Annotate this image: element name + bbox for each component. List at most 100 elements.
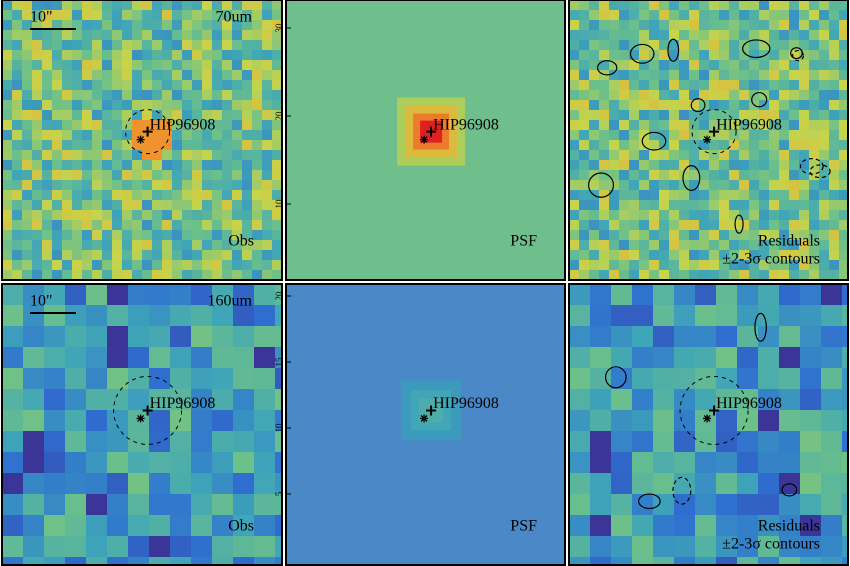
pixel bbox=[212, 240, 223, 251]
pixel bbox=[821, 515, 843, 537]
pixel bbox=[65, 452, 87, 474]
pixel bbox=[212, 326, 234, 348]
pixel bbox=[679, 70, 690, 81]
pixel bbox=[122, 110, 133, 121]
pixel bbox=[262, 20, 273, 31]
pixel bbox=[619, 70, 630, 81]
pixel bbox=[749, 130, 760, 141]
pixel bbox=[799, 130, 810, 141]
pixel bbox=[23, 473, 45, 495]
pixel bbox=[112, 40, 123, 51]
pixel bbox=[44, 368, 66, 390]
pixel bbox=[62, 250, 73, 261]
pixel bbox=[62, 240, 73, 251]
pixel bbox=[212, 140, 223, 151]
pixel bbox=[32, 210, 43, 221]
pixel bbox=[2, 473, 24, 495]
pixel bbox=[729, 240, 740, 251]
pixel bbox=[102, 170, 113, 181]
beam-circle bbox=[113, 375, 183, 445]
pixel bbox=[72, 10, 83, 21]
pixel bbox=[589, 30, 600, 41]
pixel bbox=[132, 270, 143, 280]
pixel bbox=[252, 250, 263, 261]
pixel bbox=[619, 40, 630, 51]
pixel bbox=[679, 90, 690, 101]
pixel bbox=[729, 250, 740, 261]
pixel bbox=[632, 494, 654, 516]
pixel bbox=[128, 305, 150, 327]
pixel bbox=[112, 90, 123, 101]
pixel bbox=[65, 431, 87, 453]
pixel bbox=[579, 60, 590, 71]
pixel bbox=[809, 240, 820, 251]
pixel bbox=[142, 90, 153, 101]
pixel bbox=[759, 220, 770, 231]
pixel bbox=[709, 240, 720, 251]
pixel bbox=[82, 110, 93, 121]
pixel bbox=[619, 180, 630, 191]
pixel bbox=[52, 30, 63, 41]
pixel bbox=[679, 250, 690, 261]
pixel bbox=[202, 110, 213, 121]
pixel bbox=[192, 190, 203, 201]
pixel bbox=[789, 20, 800, 31]
pixel bbox=[739, 210, 750, 221]
pixel bbox=[739, 200, 750, 211]
pixel bbox=[252, 150, 263, 161]
pixel bbox=[769, 140, 780, 151]
pixel bbox=[102, 220, 113, 231]
pixel bbox=[599, 0, 610, 11]
pixel bbox=[699, 210, 710, 221]
pixel bbox=[132, 60, 143, 71]
pixel bbox=[152, 60, 163, 71]
pixel bbox=[42, 230, 53, 241]
pixel bbox=[232, 90, 243, 101]
pixel bbox=[669, 190, 680, 201]
pixel bbox=[729, 70, 740, 81]
pixel bbox=[779, 515, 801, 537]
pixel bbox=[619, 30, 630, 41]
pixel bbox=[719, 80, 730, 91]
pixel bbox=[162, 210, 173, 221]
pixel bbox=[170, 536, 192, 558]
pixel bbox=[679, 120, 690, 131]
pixel bbox=[52, 220, 63, 231]
pixel bbox=[709, 50, 720, 61]
pixel bbox=[12, 240, 23, 251]
pixel bbox=[102, 180, 113, 191]
pixel bbox=[779, 250, 790, 261]
pixel bbox=[2, 190, 13, 201]
pixel bbox=[639, 250, 650, 261]
pixel bbox=[252, 190, 263, 201]
pixel bbox=[842, 473, 848, 495]
pixel bbox=[729, 180, 740, 191]
pixel bbox=[589, 70, 600, 81]
pixel bbox=[272, 20, 282, 31]
pixel bbox=[609, 240, 620, 251]
pixel bbox=[689, 70, 700, 81]
pixel bbox=[152, 40, 163, 51]
pixel bbox=[112, 270, 123, 280]
pixel bbox=[619, 240, 630, 251]
pixel bbox=[152, 260, 163, 271]
pixel bbox=[22, 0, 33, 11]
pixel bbox=[107, 494, 129, 516]
pixel bbox=[122, 170, 133, 181]
pixel bbox=[22, 240, 33, 251]
pixel bbox=[739, 170, 750, 181]
pixel bbox=[142, 0, 153, 11]
pixel bbox=[192, 30, 203, 41]
pixel bbox=[719, 30, 730, 41]
pixel bbox=[759, 0, 770, 11]
pixel bbox=[716, 368, 738, 390]
pixel bbox=[719, 130, 730, 141]
pixel bbox=[142, 10, 153, 21]
pixel bbox=[122, 10, 133, 21]
pixel bbox=[132, 30, 143, 41]
pixel bbox=[749, 260, 760, 271]
pixel bbox=[649, 210, 660, 221]
pixel bbox=[619, 140, 630, 151]
pixel bbox=[242, 80, 253, 91]
pixel bbox=[789, 270, 800, 280]
